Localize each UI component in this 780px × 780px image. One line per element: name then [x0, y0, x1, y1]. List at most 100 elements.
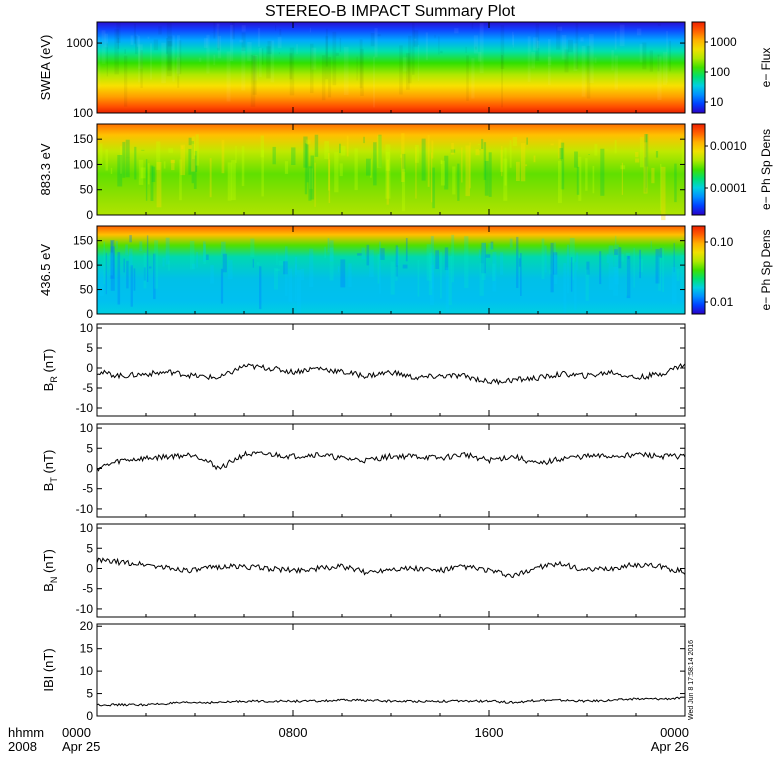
heatmap-fill	[97, 226, 685, 314]
heatmap-streak	[205, 254, 209, 260]
heatmap-streak	[429, 264, 434, 306]
heatmap-streak	[289, 47, 295, 96]
heatmap-streak	[450, 149, 456, 153]
heatmap-streak	[270, 40, 275, 83]
heatmap-streak	[101, 30, 106, 64]
heatmap-streak	[156, 141, 161, 170]
heatmap-streak	[475, 149, 480, 156]
heatmap-streak	[620, 165, 626, 170]
heatmap-streak	[483, 142, 487, 180]
heatmap-streak	[604, 149, 609, 151]
heatmap-streak	[360, 48, 364, 96]
heatmap-streak	[99, 143, 103, 164]
heatmap-streak	[385, 144, 391, 199]
heatmap-streak	[324, 141, 329, 159]
heatmap-streak	[568, 39, 573, 53]
heatmap-streak	[533, 155, 536, 163]
heatmap-streak	[357, 253, 362, 256]
colorbar-tick-label: 0.0010	[710, 139, 747, 153]
heatmap-streak	[465, 46, 467, 53]
colorbar-tick-label: 100	[710, 65, 730, 79]
heatmap-streak	[614, 244, 619, 285]
heatmap-streak	[191, 136, 195, 159]
heatmap-streak	[627, 256, 630, 260]
heatmap-streak	[576, 252, 579, 271]
heatmap-streak	[133, 268, 136, 291]
colorbar-tick-label: 0.10	[710, 235, 734, 249]
heatmap-streak	[475, 46, 477, 50]
heatmap-streak	[526, 137, 528, 145]
heatmap-streak	[484, 161, 489, 196]
heatmap-fill	[97, 124, 685, 215]
heatmap-streak	[325, 36, 329, 80]
heatmap-streak	[639, 137, 644, 168]
heatmap-streak	[464, 236, 469, 288]
heatmap-streak	[580, 37, 584, 42]
heatmap-streak	[180, 144, 186, 176]
heatmap-fill	[97, 22, 685, 113]
heatmap-streak	[435, 250, 439, 269]
heatmap-streak	[402, 153, 406, 172]
y-tick-label: -5	[82, 482, 93, 496]
heatmap-streak	[466, 55, 469, 101]
y-axis-label-text: BR (nT)	[41, 349, 59, 392]
heatmap-streak	[325, 28, 328, 67]
heatmap-streak	[588, 154, 590, 155]
heatmap-streak	[220, 268, 224, 304]
heatmap-streak	[408, 35, 412, 84]
heatmap-streak	[531, 51, 535, 69]
heatmap-streak	[261, 149, 264, 197]
heatmap-streak	[150, 43, 152, 80]
heatmap-streak	[296, 44, 298, 55]
panel-1: 1000 100 10 e− Flux 1000 100 SWEA (eV)	[38, 21, 773, 120]
heatmap-streak	[425, 32, 428, 61]
heatmap-streak	[306, 144, 309, 183]
heatmap-streak	[479, 23, 484, 74]
heatmap-streak	[401, 168, 406, 212]
heatmap-streak	[314, 162, 316, 207]
heatmap-streak	[275, 25, 277, 31]
heatmap-streak	[619, 24, 625, 47]
heatmap-streak	[209, 158, 212, 198]
y-axis-label: BN (nT)	[41, 549, 59, 592]
heatmap-streak	[454, 28, 459, 34]
heatmap-streak	[216, 23, 220, 48]
heatmap-streak	[481, 138, 484, 149]
heatmap-streak	[426, 244, 432, 281]
heatmap-streak	[680, 255, 685, 291]
y-tick-label: 150	[73, 132, 93, 146]
heatmap-streak	[130, 35, 134, 45]
heatmap-streak	[417, 259, 420, 297]
heatmap-streak	[395, 266, 398, 281]
heatmap-streak	[535, 23, 540, 61]
heatmap-streak	[428, 252, 433, 295]
heatmap-streak	[276, 253, 278, 266]
y-tick-label: 0	[86, 709, 93, 723]
heatmap-streak	[566, 244, 570, 294]
heatmap-streak	[311, 47, 317, 70]
y-axis-label: 883.3 eV	[38, 143, 53, 195]
panel-6: 10 5 0 -5 -10 BN (nT)	[41, 521, 686, 618]
heatmap-streak	[285, 246, 288, 296]
y-tick-label: 10	[80, 664, 94, 678]
heatmap-streak	[594, 143, 598, 156]
y-tick-label: -10	[76, 502, 94, 516]
heatmap-streak	[328, 159, 331, 203]
heatmap-streak	[259, 266, 262, 310]
heatmap-streak	[518, 258, 521, 267]
ylabel-main: B	[41, 483, 56, 492]
heatmap-streak	[613, 267, 618, 296]
y-tick-label: 100	[73, 106, 93, 120]
heatmap-streak	[267, 40, 272, 55]
heatmap-streak	[533, 37, 538, 51]
heatmap-streak	[574, 151, 578, 168]
heatmap-streak	[611, 50, 614, 71]
heatmap-streak	[329, 247, 334, 281]
heatmap-streak	[321, 55, 326, 101]
heatmap-streak	[300, 268, 304, 281]
heatmap-streak	[399, 45, 403, 95]
heatmap-streak	[396, 247, 400, 266]
heatmap-streak	[402, 57, 408, 72]
y-tick-label: 0	[86, 208, 93, 222]
